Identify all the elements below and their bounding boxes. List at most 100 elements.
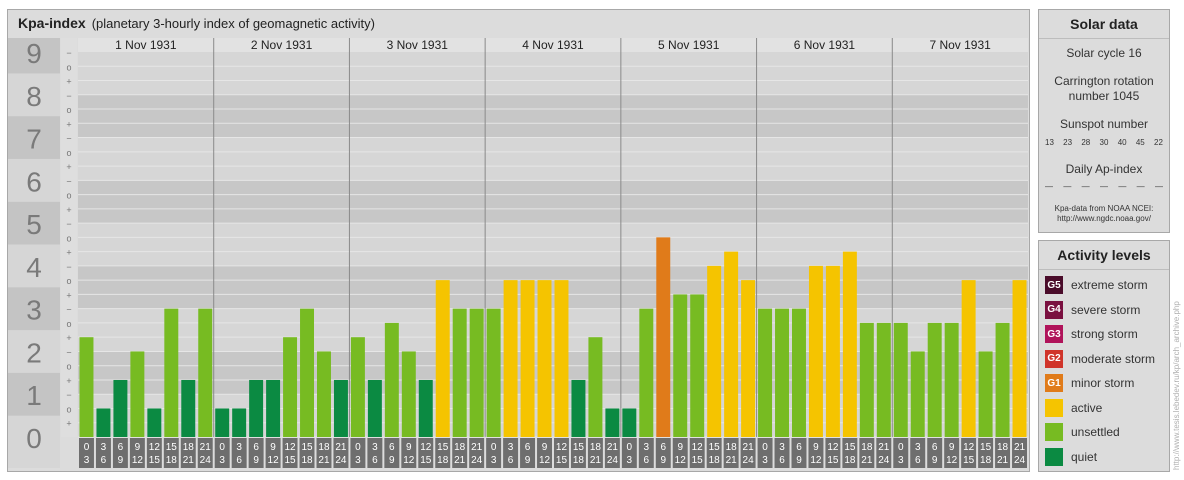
kp-bar [215,408,230,437]
kp-bar [910,351,925,437]
interval-cell [638,438,654,468]
interval-start-label: 3 [236,442,242,453]
interval-cell [825,438,841,468]
interval-cell [842,438,858,468]
interval-end-label: 6 [508,455,514,466]
interval-end-label: 3 [898,455,904,466]
kp-bar [232,408,247,437]
interval-cell [689,438,705,468]
interval-start-label: 15 [301,442,313,453]
interval-end-label: 21 [997,455,1009,466]
interval-start-label: 12 [284,442,296,453]
activity-level-label: minor storm [1071,376,1135,390]
ap-value: — [1154,182,1163,191]
interval-cell [808,438,824,468]
interval-start-label: 18 [183,442,195,453]
kp-bar [808,265,823,437]
interval-end-label: 21 [861,455,873,466]
interval-cell [316,438,332,468]
interval-cell [537,438,552,468]
activity-level-item: G1 minor storm [1045,373,1134,393]
kp-bar [520,280,535,437]
interval-cell [876,438,892,468]
interval-cell [486,438,502,468]
y-axis-band [8,38,60,74]
interval-start-label: 3 [101,442,107,453]
y-axis-band [8,330,60,373]
activity-level-swatch [1045,398,1063,417]
interval-end-label: 12 [810,455,822,466]
interval-start-label: 21 [607,442,619,453]
minor-tick-mark: o [66,233,71,243]
ap-label: Daily Ap-index [1065,162,1143,176]
ap-value: — [1063,182,1072,191]
interval-cell [79,438,94,468]
interval-end-label: 21 [183,455,195,466]
minor-tick-mark: + [66,205,71,215]
interval-start-label: 0 [898,442,904,453]
y-axis-band [8,372,60,416]
interval-cell [774,438,790,468]
interval-start-label: 18 [726,442,738,453]
sunspot-values: 13 23 28 30 40 45 22 [1045,138,1163,147]
ap-value: — [1136,182,1145,191]
grid-band [78,137,1028,181]
interval-end-label: 12 [132,455,144,466]
y-axis-band [8,73,60,117]
y-tick-label: 8 [26,81,42,112]
interval-end-label: 24 [878,455,890,466]
interval-end-label: 15 [692,455,704,466]
interval-end-label: 15 [556,455,568,466]
interval-start-label: 3 [372,442,378,453]
kp-bar [181,379,196,437]
interval-cell [350,438,366,468]
kp-bar [588,337,603,437]
kp-bar [775,308,789,437]
interval-end-label: 21 [454,455,466,466]
interval-end-label: 24 [471,455,483,466]
minor-mark-column [61,38,77,437]
kp-bar [758,308,773,437]
interval-cell [146,438,162,468]
interval-start-label: 9 [542,442,548,453]
kp-bar [961,280,976,437]
interval-cell [384,438,400,468]
kp-bar [198,308,213,437]
solar-data-title: Solar data [1039,10,1169,39]
kp-bar [283,337,298,437]
interval-start-label: 9 [813,442,819,453]
source-link[interactable]: http://www.ngdc.noaa.gov/ [1057,214,1151,223]
interval-start-label: 3 [915,442,921,453]
interval-cell [401,438,417,468]
minor-tick-mark: + [66,119,71,129]
interval-cell [197,438,213,468]
kp-bar [113,379,128,437]
activity-level-label: strong storm [1071,327,1138,341]
interval-cell [961,438,977,468]
kp-bar [639,308,654,437]
kp-bar [147,408,162,437]
kp-bar [673,294,688,437]
interval-start-label: 21 [743,442,755,453]
interval-end-label: 9 [660,455,666,466]
interval-cell [452,438,468,468]
interval-cell [95,438,111,468]
interval-start-label: 15 [166,442,178,453]
chart-title: Kpa-index (planetary 3-hourly index of ge… [18,15,375,31]
interval-end-label: 6 [915,455,921,466]
kp-bar [554,280,569,437]
activity-level-swatch: G4 [1045,300,1063,319]
activity-level-label: unsettled [1071,425,1120,439]
kp-bar [859,322,874,437]
interval-cell [112,438,128,468]
minor-tick-mark: − [66,219,71,229]
interval-end-label: 6 [101,455,107,466]
interval-start-label: 9 [270,442,276,453]
interval-end-label: 18 [437,455,449,466]
interval-cell [418,438,434,468]
minor-tick-mark: o [66,362,71,372]
interval-cell [944,438,960,468]
kp-bar [893,322,908,437]
minor-tick-mark: − [66,305,71,315]
kp-bar [1012,280,1027,437]
